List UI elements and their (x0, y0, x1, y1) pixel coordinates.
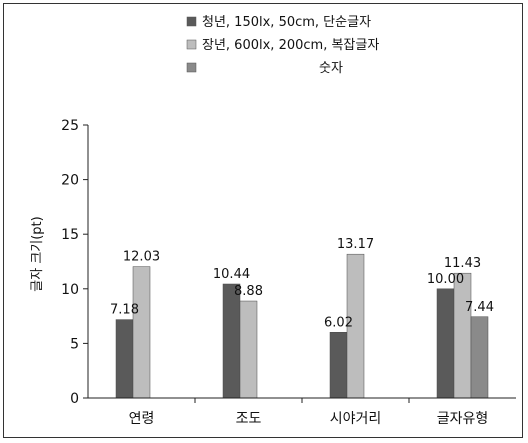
x-tick-label: 시야거리 (330, 411, 382, 427)
data-label-0-3: 10.00 (427, 272, 464, 287)
bar-1-1 (239, 300, 258, 399)
x-tick-label: 연령 (129, 411, 155, 427)
data-label-0-0: 7.18 (110, 303, 139, 318)
y-axis: 0 5 10 15 20 25 (61, 118, 89, 407)
data-label-0-2: 6.02 (324, 315, 353, 330)
data-label-0-1: 10.44 (213, 267, 250, 282)
y-tick-label: 20 (61, 173, 79, 189)
bar-1-3 (453, 272, 472, 399)
data-label-1-0: 12.03 (123, 250, 160, 265)
y-tick-label: 15 (61, 227, 79, 243)
legend-label-0: 청년, 150lx, 50cm, 단순글자 (202, 15, 371, 30)
data-label-1-2: 13.17 (337, 237, 374, 252)
legend-swatch-2 (186, 62, 197, 73)
legend-label-2: 숫자 (319, 61, 343, 76)
x-axis: 연령 조도 시야거리 글자유형 (88, 397, 516, 427)
data-label-2-3: 7.44 (465, 300, 494, 315)
x-tick-label: 조도 (236, 411, 262, 427)
bar-0-1 (222, 283, 241, 399)
bar-0-3 (436, 288, 455, 399)
bar-2-3 (470, 316, 489, 399)
x-tick-label: 글자유형 (437, 411, 489, 427)
data-label-1-1: 8.88 (234, 284, 263, 299)
legend-swatch-0 (186, 16, 197, 27)
bar-0-0 (115, 319, 134, 399)
y-tick-label: 5 (70, 336, 79, 352)
bars (115, 253, 489, 399)
bar-0-2 (329, 332, 348, 399)
y-axis-label: 글자 크기(pt) (30, 216, 45, 291)
bar-1-0 (132, 266, 151, 399)
y-tick-label: 25 (61, 118, 79, 134)
legend-swatch-1 (186, 39, 197, 50)
y-tick-label: 0 (70, 391, 79, 407)
y-tick-label: 10 (61, 282, 79, 298)
data-label-1-3: 11.43 (444, 256, 481, 271)
legend-label-1: 장년, 600lx, 200cm, 복잡글자 (202, 38, 379, 53)
